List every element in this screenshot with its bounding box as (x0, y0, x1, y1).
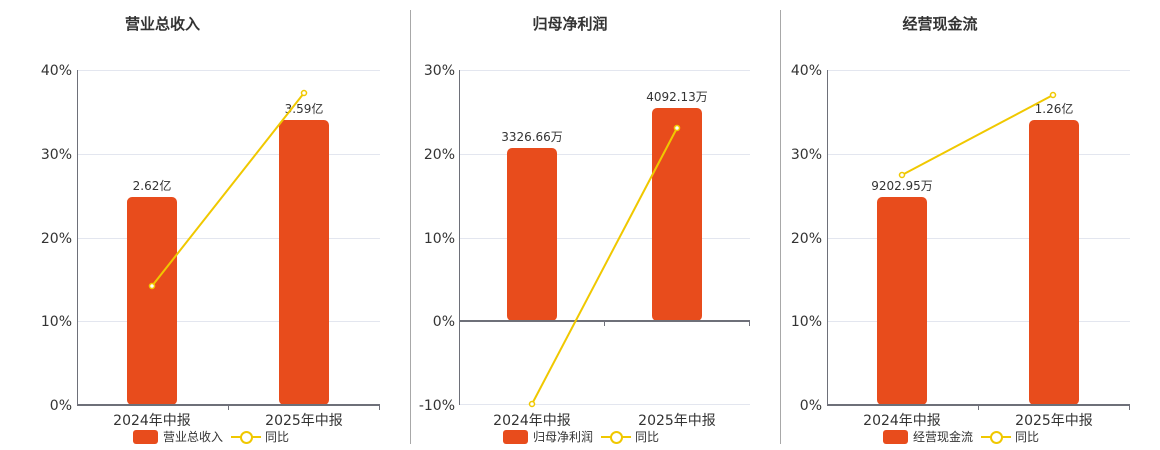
chart-panel-operating-cashflow: 经营现金流 (780, 0, 1160, 450)
y-tick: -10% (419, 398, 455, 414)
x-tick: 2024年中报 (493, 413, 571, 429)
legend: 经营现金流 同比 (883, 428, 1039, 445)
y-tick: 0% (433, 314, 455, 330)
legend-line-icon[interactable] (981, 430, 1012, 444)
bar-value-label: 1.26亿 (1035, 101, 1074, 116)
bar-value-label: 3326.66万 (501, 130, 563, 144)
y-tick: 40% (41, 63, 72, 79)
y-tick: 10% (791, 314, 822, 330)
yoy-point[interactable] (898, 171, 906, 179)
y-tick: 10% (41, 314, 72, 330)
yoy-point[interactable] (673, 124, 681, 132)
chart-panel-net-profit: 归母净利润 (410, 0, 780, 450)
y-tick: 0% (800, 398, 822, 414)
y-tick: 30% (41, 147, 72, 163)
y-tick: 40% (791, 63, 822, 79)
y-axis-labels: 30% 20% 10% 0% -10% (419, 63, 455, 414)
x-tick: 2025年中报 (1015, 413, 1093, 429)
x-tick: 2024年中报 (113, 413, 191, 429)
chart-title: 归母净利润 (532, 15, 608, 33)
bar-labels: 3326.66万 4092.13万 (501, 90, 708, 144)
legend-bar-swatch[interactable] (133, 429, 158, 444)
x-axis-labels: 2024年中报 2025年中报 (113, 413, 343, 429)
legend-bar-label[interactable]: 归母净利润 (533, 430, 594, 444)
legend-bar-label[interactable]: 营业总收入 (163, 430, 224, 444)
panel-divider (780, 10, 781, 444)
legend-bar-swatch[interactable] (503, 429, 528, 444)
y-tick: 30% (791, 147, 822, 163)
yoy-point[interactable] (148, 282, 156, 290)
x-axis-labels: 2024年中报 2025年中报 (863, 413, 1093, 429)
y-tick: 10% (424, 231, 455, 247)
bar-2025[interactable] (1029, 120, 1079, 405)
legend-bar-label[interactable]: 经营现金流 (913, 430, 974, 444)
legend-line-icon[interactable] (601, 430, 632, 444)
bar-2024[interactable] (127, 197, 177, 405)
x-tick: 2025年中报 (638, 413, 716, 429)
y-tick: 30% (424, 63, 455, 79)
legend: 归母净利润 同比 (503, 428, 659, 445)
chart-panel-revenue: 营业总收入 (0, 0, 405, 450)
y-tick: 20% (41, 231, 72, 247)
legend-line-label[interactable]: 同比 (635, 430, 660, 444)
legend-line-icon[interactable] (231, 430, 262, 444)
yoy-point[interactable] (528, 400, 536, 408)
chart-title: 营业总收入 (124, 15, 200, 33)
bar-value-label: 2.62亿 (133, 178, 172, 193)
yoy-line (531, 127, 678, 405)
chart-title: 经营现金流 (902, 15, 978, 33)
yoy-point[interactable] (1049, 91, 1057, 99)
x-tick: 2025年中报 (265, 413, 343, 429)
yoy-line (901, 94, 1054, 176)
legend-bar-swatch[interactable] (883, 429, 908, 444)
yoy-line (151, 92, 305, 287)
x-tick: 2024年中报 (863, 413, 941, 429)
bar-2024[interactable] (507, 148, 557, 321)
legend-line-label[interactable]: 同比 (1015, 430, 1040, 444)
grid-lines (827, 70, 1130, 322)
y-tick: 20% (791, 231, 822, 247)
bar-2025[interactable] (652, 108, 702, 321)
y-tick: 0% (50, 398, 72, 414)
bar-value-label: 4092.13万 (646, 90, 708, 104)
y-tick: 20% (424, 147, 455, 163)
bar-value-label: 9202.95万 (871, 179, 933, 193)
x-axis-labels: 2024年中报 2025年中报 (493, 413, 716, 429)
legend-line-label[interactable]: 同比 (265, 430, 290, 444)
yoy-point[interactable] (300, 89, 308, 97)
panel-divider (410, 10, 411, 444)
chart-net-profit: 30% 20% 10% 0% -10% 3326.66万 4092.13万 20… (419, 63, 750, 429)
bar-2024[interactable] (877, 197, 927, 405)
bar-labels: 9202.95万 1.26亿 (871, 101, 1073, 193)
chart-revenue: 40% 30% 20% 10% 0% 2.62亿 3.59亿 2024年中报 2… (41, 63, 380, 429)
y-axis-labels: 40% 30% 20% 10% 0% (41, 63, 72, 414)
legend: 营业总收入 同比 (133, 428, 289, 445)
bar-2025[interactable] (279, 120, 329, 405)
y-axis-labels: 40% 30% 20% 10% 0% (791, 63, 822, 414)
